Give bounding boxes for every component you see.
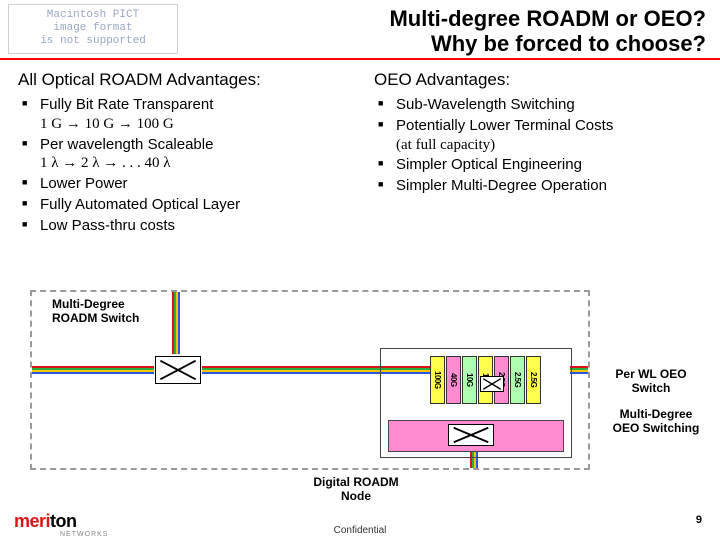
list-item-main: Fully Bit Rate Transparent bbox=[40, 96, 213, 113]
oeo-rate-label: 2.5G bbox=[529, 372, 538, 387]
title-line2: Why be forced to choose? bbox=[389, 31, 706, 56]
list-item-main: Low Pass-thru costs bbox=[40, 217, 175, 234]
list-item-main: Simpler Optical Engineering bbox=[396, 156, 582, 173]
oeo-rate-label: 2.5G bbox=[513, 372, 522, 387]
mdoeo-l1: Multi-Degree bbox=[620, 407, 693, 421]
list-item: Lower Power bbox=[18, 175, 350, 194]
list-item: Per wavelength Scaleable 1 λ → 2 λ → . .… bbox=[18, 136, 350, 174]
list-item: Potentially Lower Terminal Costs (at full… bbox=[374, 117, 706, 155]
list-item-main: Lower Power bbox=[40, 175, 128, 192]
advantages-columns: All Optical ROADM Advantages: Fully Bit … bbox=[18, 70, 706, 237]
per-wl-l1: Per WL OEO bbox=[615, 367, 686, 381]
list-item: Fully Automated Optical Layer bbox=[18, 196, 350, 215]
roadm-switch-label-l2: ROADM Switch bbox=[52, 311, 139, 325]
roadm-advantages-col: All Optical ROADM Advantages: Fully Bit … bbox=[18, 70, 350, 237]
mdoeo-l2: OEO Switching bbox=[613, 421, 700, 435]
list-item: Low Pass-thru costs bbox=[18, 217, 350, 236]
list-item: Simpler Optical Engineering bbox=[374, 156, 706, 175]
list-item-sub: 1 G → 10 G → 100 G bbox=[40, 115, 350, 134]
digital-roadm-l2: Node bbox=[341, 489, 371, 503]
list-item-sub: (at full capacity) bbox=[396, 136, 706, 155]
pict-placeholder: Macintosh PICT image format is not suppo… bbox=[8, 4, 178, 54]
roadm-switch-label: Multi-Degree ROADM Switch bbox=[52, 298, 139, 326]
roadm-advantages-list: Fully Bit Rate Transparent 1 G → 10 G → 1… bbox=[18, 96, 350, 235]
title-underline bbox=[0, 58, 720, 60]
digital-roadm-node-label: Digital ROADM Node bbox=[296, 476, 416, 504]
wl-strip-right bbox=[570, 366, 588, 374]
list-item-main: Sub-Wavelength Switching bbox=[396, 96, 575, 113]
wl-strip-top bbox=[172, 292, 180, 354]
oeo-rate-block: 40G bbox=[446, 356, 461, 404]
oeo-rate-block: 2.5G bbox=[526, 356, 541, 404]
list-item-main: Fully Automated Optical Layer bbox=[40, 196, 240, 213]
oeo-advantages-list: Sub-Wavelength Switching Potentially Lowe… bbox=[374, 96, 706, 196]
oeo-rate-label: 40G bbox=[449, 373, 458, 387]
oeo-advantages-col: OEO Advantages: Sub-Wavelength Switching… bbox=[374, 70, 706, 237]
oeo-rate-block: 2.5G bbox=[510, 356, 525, 404]
roadm-switch-label-l1: Multi-Degree bbox=[52, 297, 125, 311]
oeo-switch-icon bbox=[448, 424, 494, 446]
pict-line2: image format bbox=[9, 22, 177, 35]
title-line1: Multi-degree ROADM or OEO? bbox=[389, 6, 706, 31]
oeo-heading: OEO Advantages: bbox=[374, 70, 706, 90]
list-item: Sub-Wavelength Switching bbox=[374, 96, 706, 115]
per-wl-oeo-switch-label: Per WL OEO Switch bbox=[596, 368, 706, 396]
list-item-main: Per wavelength Scaleable bbox=[40, 136, 213, 153]
slide-title: Multi-degree ROADM or OEO? Why be forced… bbox=[389, 6, 706, 57]
roadm-heading: All Optical ROADM Advantages: bbox=[18, 70, 350, 90]
oeo-rate-label: 100G bbox=[433, 371, 442, 389]
multi-degree-oeo-label: Multi-Degree OEO Switching bbox=[596, 408, 716, 436]
list-item-sub: 1 λ → 2 λ → . . . 40 λ bbox=[40, 154, 350, 173]
per-wl-l2: Switch bbox=[632, 381, 671, 395]
wl-strip-mid bbox=[202, 366, 380, 374]
confidential-label: Confidential bbox=[0, 525, 720, 536]
oeo-rate-block: 100G bbox=[430, 356, 445, 404]
pict-line1: Macintosh PICT bbox=[9, 9, 177, 22]
list-item-main: Potentially Lower Terminal Costs bbox=[396, 117, 613, 134]
page-number: 9 bbox=[696, 514, 702, 526]
list-item: Fully Bit Rate Transparent 1 G → 10 G → 1… bbox=[18, 96, 350, 134]
pict-line3: is not supported bbox=[9, 35, 177, 48]
list-item: Simpler Multi-Degree Operation bbox=[374, 177, 706, 196]
roadm-switch-icon bbox=[155, 356, 201, 384]
digital-roadm-l1: Digital ROADM bbox=[313, 475, 398, 489]
oeo-rate-block: 10G bbox=[462, 356, 477, 404]
oeo-rate-label: 10G bbox=[465, 373, 474, 387]
list-item-main: Simpler Multi-Degree Operation bbox=[396, 177, 607, 194]
perwl-switch-icon bbox=[480, 376, 504, 392]
wl-strip-left bbox=[32, 366, 154, 374]
